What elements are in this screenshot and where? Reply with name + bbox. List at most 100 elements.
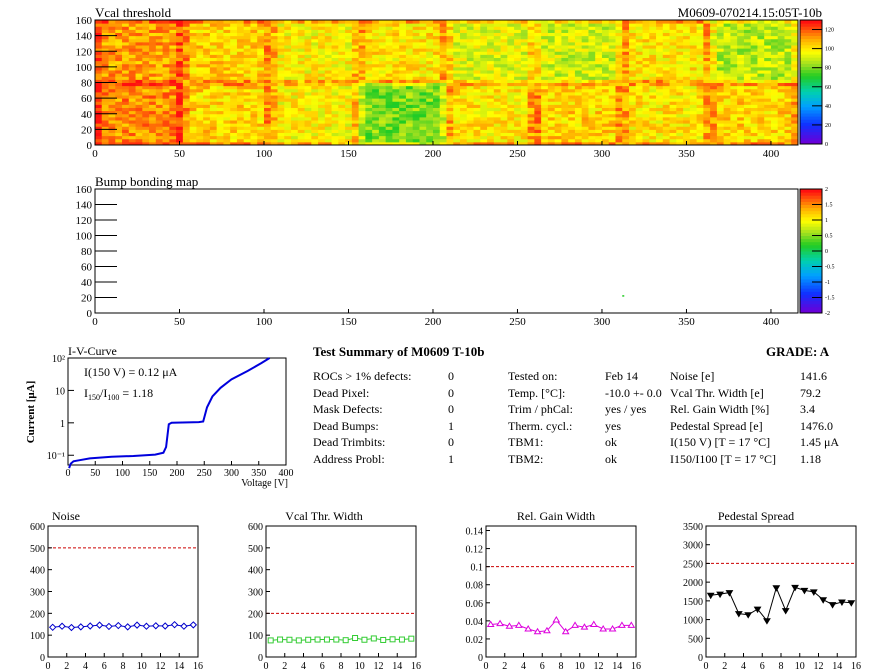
series-line xyxy=(710,586,852,622)
palette-cell xyxy=(800,63,822,67)
x-tick-label: 16 xyxy=(631,661,641,672)
palette-cell xyxy=(800,263,822,267)
palette-cell xyxy=(800,113,822,117)
bump-title: Bump bonding map xyxy=(95,174,198,189)
data-point xyxy=(77,623,85,631)
y-tick-label: 140 xyxy=(76,200,93,212)
data-point xyxy=(133,621,141,629)
x-tick-label: 50 xyxy=(90,468,100,479)
x-tick-label: 14 xyxy=(832,661,842,672)
data-point xyxy=(277,636,284,643)
palette-cell xyxy=(800,241,822,246)
data-point xyxy=(48,623,57,632)
palette-cell xyxy=(800,285,822,289)
x-tick-label: 0 xyxy=(704,661,709,672)
palette-cell xyxy=(800,220,822,224)
palette-cell xyxy=(800,269,822,274)
palette-tick-label: 80 xyxy=(825,66,831,72)
y-tick-label: 0 xyxy=(40,653,45,664)
palette-cell xyxy=(800,51,822,55)
data-point xyxy=(706,592,715,600)
palette-cell xyxy=(800,78,822,83)
y-tick-label: 0 xyxy=(478,653,483,664)
x-tick-label: 400 xyxy=(763,316,780,328)
y-tick-label: 600 xyxy=(248,522,263,533)
data-point xyxy=(352,635,359,642)
palette-tick-label: 20 xyxy=(825,123,831,129)
data-point xyxy=(180,622,188,630)
palette-cell xyxy=(800,232,822,236)
y-tick-label: 0 xyxy=(258,653,263,664)
y-tick-label: 300 xyxy=(30,588,45,599)
palette-cell xyxy=(800,216,822,221)
data-point xyxy=(305,636,312,643)
y-tick-label: 10 xyxy=(55,386,65,397)
palette-cell xyxy=(800,303,822,308)
data-point xyxy=(819,597,828,604)
chart-title: Rel. Gain Width xyxy=(517,509,595,523)
x-tick-label: 8 xyxy=(559,661,564,672)
module-id-label: M0609-070214.15:05T-10b xyxy=(678,5,822,20)
y-tick-label: 60 xyxy=(81,262,93,274)
palette-cell xyxy=(800,66,822,71)
palette-tick-label: 0 xyxy=(825,142,828,148)
vcal-threshold-map: 0 50 100 150 200 250 300 350 4000204060801001201… xyxy=(76,5,835,160)
palette-cell xyxy=(800,226,822,230)
series-line xyxy=(490,619,632,633)
palette-cell xyxy=(800,69,822,74)
x-tick-label: 200 xyxy=(170,468,185,479)
palette-cell xyxy=(800,106,822,111)
palette-cell xyxy=(800,116,822,120)
palette-cell xyxy=(800,91,822,95)
y-tick-label: 200 xyxy=(30,609,45,620)
palette-cell xyxy=(800,60,822,64)
data-point xyxy=(627,621,636,628)
data-point xyxy=(838,599,846,606)
data-point xyxy=(370,635,377,642)
data-point xyxy=(744,612,753,619)
palette-cell xyxy=(800,257,822,261)
y-tick-label: 40 xyxy=(81,277,93,289)
data-point xyxy=(716,591,724,599)
palette-cell xyxy=(800,306,822,311)
data-point xyxy=(589,620,598,627)
y-tick-label: 0.14 xyxy=(466,527,484,538)
chart-pedestal-spread: Pedestal Spread 0 2 4 6 8 10 12 14 16 0 500 1000 1500… xyxy=(683,509,861,672)
palette-cell xyxy=(800,198,822,202)
chart-title: Vcal Thr. Width xyxy=(285,509,362,523)
x-tick-label: 2 xyxy=(722,661,727,672)
palette-cell xyxy=(800,82,822,86)
x-tick-label: 14 xyxy=(612,661,622,672)
data-point xyxy=(398,636,405,643)
x-tick-label: 6 xyxy=(102,661,107,672)
y-tick-label: 0.04 xyxy=(466,617,484,628)
palette-cell xyxy=(800,213,822,218)
data-point xyxy=(314,636,321,643)
y-tick-label: 0.1 xyxy=(471,563,484,574)
x-tick-label: 350 xyxy=(678,316,695,328)
data-point xyxy=(95,621,104,629)
palette-cell xyxy=(800,75,822,80)
palette-cell xyxy=(800,223,822,227)
iv-title: I-V-Curve xyxy=(68,344,117,358)
palette-tick-label: -1.5 xyxy=(825,296,835,302)
y-tick-label: 80 xyxy=(81,78,93,90)
palette-cell xyxy=(800,254,822,258)
x-tick-label: 0 xyxy=(66,468,71,479)
data-point xyxy=(781,608,790,615)
x-tick-label: 300 xyxy=(224,468,239,479)
palette-cell xyxy=(800,54,822,58)
y-tick-label: 120 xyxy=(76,215,93,227)
data-point xyxy=(58,622,66,630)
data-point xyxy=(580,623,589,630)
palette-tick-label: 1.5 xyxy=(825,203,833,209)
palette-cell xyxy=(800,85,822,89)
y-tick-label: 600 xyxy=(30,522,45,533)
palette-tick-label: -0.5 xyxy=(825,265,835,271)
chart-frame xyxy=(47,525,199,658)
x-tick-label: 350 xyxy=(251,468,266,479)
palette-tick-label: 120 xyxy=(825,28,834,34)
x-tick-label: 300 xyxy=(594,148,611,160)
y-tick-label: 0.12 xyxy=(466,545,484,556)
